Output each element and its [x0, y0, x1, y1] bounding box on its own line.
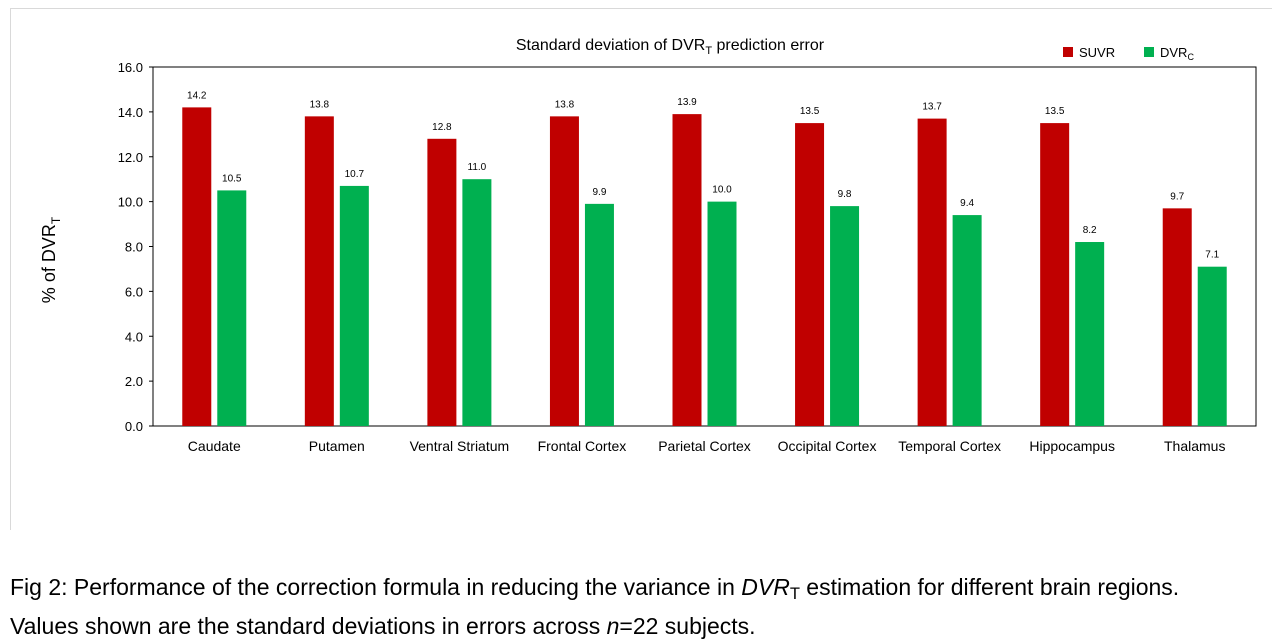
bar-value-label: 10.5 [222, 173, 242, 184]
bar-dvrc-putamen [339, 185, 369, 426]
bar-value-label: 9.9 [592, 187, 606, 198]
y-tick-label: 12.0 [118, 150, 143, 165]
bar-suvr-thalamus [1162, 208, 1192, 426]
x-tick-label: Hippocampus [1029, 438, 1115, 454]
bar-dvrc-occipital-cortex [830, 206, 860, 426]
bar-value-label: 13.5 [1045, 106, 1065, 117]
bar-suvr-frontal-cortex [549, 116, 579, 427]
figure-caption: Fig 2: Performance of the correction for… [10, 571, 1275, 642]
bar-suvr-hippocampus [1040, 123, 1070, 426]
y-tick-label: 6.0 [125, 284, 143, 299]
x-tick-label: Parietal Cortex [658, 438, 751, 454]
bar-value-label: 8.2 [1083, 225, 1097, 236]
bar-value-label: 9.4 [960, 198, 974, 209]
legend: SUVR DVRC [1063, 45, 1194, 62]
y-axis-label: % of DVRT [39, 216, 63, 303]
legend-label-dvrc-main: DVR [1160, 45, 1187, 60]
caption-line-1-start: Fig 2: Performance of the correction for… [10, 574, 742, 600]
legend-swatch-dvrc [1144, 47, 1154, 57]
y-tick-label: 10.0 [118, 195, 143, 210]
bar-value-label: 13.8 [555, 99, 575, 110]
x-tick-label: Temporal Cortex [898, 438, 1001, 454]
x-tick-label: Putamen [309, 438, 365, 454]
bar-value-label: 13.9 [677, 97, 697, 108]
bar-suvr-putamen [304, 116, 334, 427]
y-tick-label: 0.0 [125, 419, 143, 434]
caption-dvr-variable: DVR [741, 574, 790, 600]
caption-line-1: Fig 2: Performance of the correction for… [10, 571, 1275, 610]
bar-dvrc-caudate [217, 190, 247, 426]
bar-value-label: 13.5 [800, 106, 820, 117]
x-tick-label: Frontal Cortex [538, 438, 627, 454]
x-axis-labels: Caudate Putamen Ventral Striatum Frontal Co… [188, 438, 1226, 454]
bar-suvr-ventral-striatum [427, 138, 457, 427]
bars [182, 107, 1227, 427]
x-tick-label: Thalamus [1164, 438, 1225, 454]
bar-value-labels: 14.2 10.5 13.8 10.7 12.8 11.0 13.8 9.9 13.9 10.0 1… [187, 90, 1220, 260]
bar-value-label: 10.7 [345, 169, 365, 180]
y-axis-label-main: % of DVR [39, 224, 59, 303]
x-tick-label: Ventral Striatum [410, 438, 510, 454]
bar-value-label: 11.0 [468, 162, 487, 173]
caption-line-2-start: Values shown are the standard deviations… [10, 613, 607, 640]
chart-title-suffix: prediction error [712, 37, 825, 54]
y-tick-label: 14.0 [118, 105, 143, 120]
chart-title-main: Standard deviation of DVR [516, 37, 705, 54]
legend-label-dvrc-subscript: C [1187, 52, 1194, 62]
y-tick-label: 2.0 [125, 374, 143, 389]
bar-dvrc-ventral-striatum [462, 179, 492, 426]
bar-value-label: 9.7 [1170, 191, 1184, 202]
caption-line-1-end: estimation for different brain regions. [799, 574, 1180, 600]
y-axis-label-subscript: T [49, 216, 63, 224]
bar-dvrc-hippocampus [1075, 242, 1105, 426]
bar-dvrc-frontal-cortex [584, 203, 614, 426]
caption-line-2: Values shown are the standard deviations… [10, 610, 1275, 642]
legend-label-suvr: SUVR [1079, 45, 1115, 60]
y-tick-label: 16.0 [118, 60, 143, 75]
y-axis-ticks: 0.0 2.0 4.0 6.0 8.0 10.0 12.0 14.0 16.0 [118, 60, 153, 434]
chart-title-subscript: T [705, 45, 712, 57]
bar-value-label: 7.1 [1205, 250, 1219, 261]
x-tick-label: Occipital Cortex [778, 438, 877, 454]
y-tick-label: 8.0 [125, 240, 143, 255]
bar-chart: 0.0 2.0 4.0 6.0 8.0 10.0 12.0 14.0 16.0 14.2 10.5… [39, 37, 1257, 454]
bar-value-label: 9.8 [838, 189, 852, 200]
bar-suvr-temporal-cortex [917, 118, 947, 426]
bar-value-label: 10.0 [712, 185, 732, 196]
bar-suvr-occipital-cortex [795, 123, 825, 426]
bar-value-label: 14.2 [187, 90, 207, 101]
bar-value-label: 12.8 [432, 122, 452, 133]
caption-n-variable: n [606, 613, 620, 640]
bar-value-label: 13.8 [310, 99, 330, 110]
figure-frame [10, 8, 1272, 530]
legend-swatch-suvr [1063, 47, 1073, 57]
bar-value-label: 13.7 [922, 102, 942, 113]
bar-suvr-caudate [182, 107, 212, 426]
bar-suvr-parietal-cortex [672, 114, 702, 427]
bar-dvrc-thalamus [1197, 266, 1227, 426]
bar-dvrc-temporal-cortex [952, 215, 982, 426]
legend-label-dvrc: DVRC [1160, 45, 1194, 62]
chart-title: Standard deviation of DVRT prediction er… [516, 37, 825, 57]
caption-dvr-subscript: T [789, 584, 800, 604]
bar-dvrc-parietal-cortex [707, 201, 737, 426]
caption-line-2-end: =22 subjects. [619, 613, 756, 640]
x-tick-label: Caudate [188, 438, 241, 454]
y-tick-label: 4.0 [125, 329, 143, 344]
